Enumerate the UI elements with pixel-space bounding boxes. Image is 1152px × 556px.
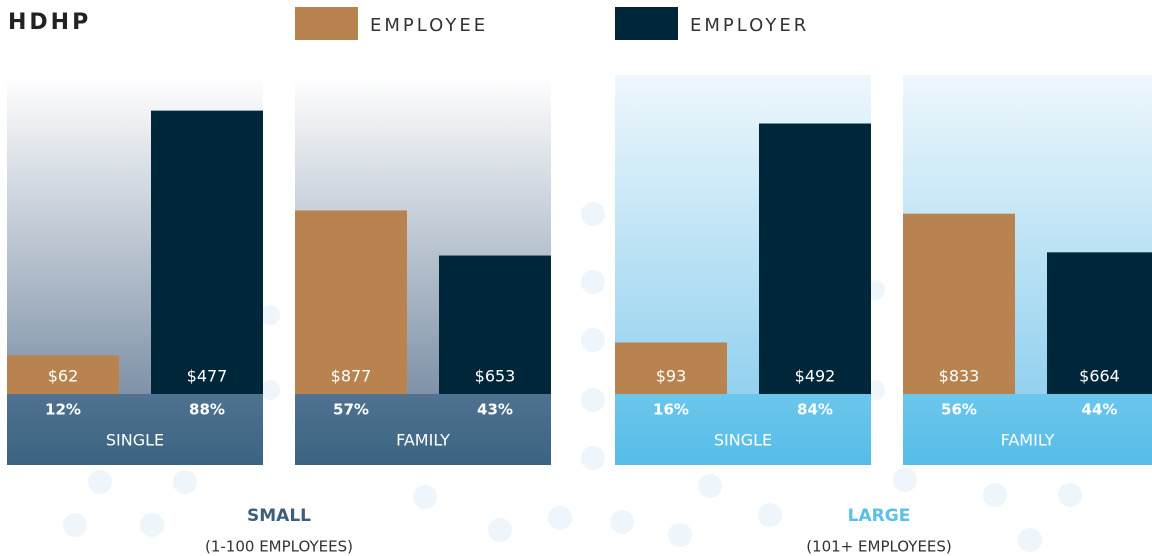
amount-label: $93 <box>656 367 687 386</box>
percent-label: 43% <box>477 401 513 419</box>
group-label: SMALL <box>247 506 311 526</box>
bar <box>439 255 551 394</box>
amount-label: $62 <box>48 367 79 386</box>
category-label: SINGLE <box>106 431 164 450</box>
bar <box>7 355 119 394</box>
panel-band <box>615 394 871 465</box>
bar <box>151 110 263 394</box>
panel-band <box>295 394 551 465</box>
percent-label: 56% <box>941 401 977 419</box>
amount-label: $833 <box>939 367 980 386</box>
amount-label: $664 <box>1079 367 1120 386</box>
amount-label: $492 <box>795 367 836 386</box>
amount-label: $877 <box>331 367 372 386</box>
percent-label: 16% <box>653 401 689 419</box>
category-label: FAMILY <box>396 431 450 450</box>
bar <box>295 210 407 394</box>
group-label: LARGE <box>848 506 911 526</box>
group-subtitle: (1-100 EMPLOYEES) <box>205 538 353 556</box>
percent-label: 57% <box>333 401 369 419</box>
amount-label: $477 <box>187 367 228 386</box>
amount-label: $653 <box>475 367 516 386</box>
group-subtitle: (101+ EMPLOYEES) <box>806 538 952 556</box>
panel-band <box>7 394 263 465</box>
legend-label: EMPLOYEE <box>370 15 488 36</box>
legend-label: EMPLOYER <box>690 15 809 36</box>
bar <box>903 213 1015 394</box>
bar <box>1047 252 1152 394</box>
category-label: SINGLE <box>714 431 772 450</box>
chart-title: HDHP <box>8 10 91 35</box>
legend-swatch <box>615 7 678 40</box>
bar <box>759 123 871 395</box>
percent-label: 88% <box>189 401 225 419</box>
panel-band <box>903 394 1152 465</box>
legend-swatch <box>295 7 358 40</box>
percent-label: 84% <box>797 401 833 419</box>
percent-label: 44% <box>1082 401 1118 419</box>
percent-label: 12% <box>45 401 81 419</box>
category-label: FAMILY <box>1001 431 1055 450</box>
bar <box>615 342 727 394</box>
